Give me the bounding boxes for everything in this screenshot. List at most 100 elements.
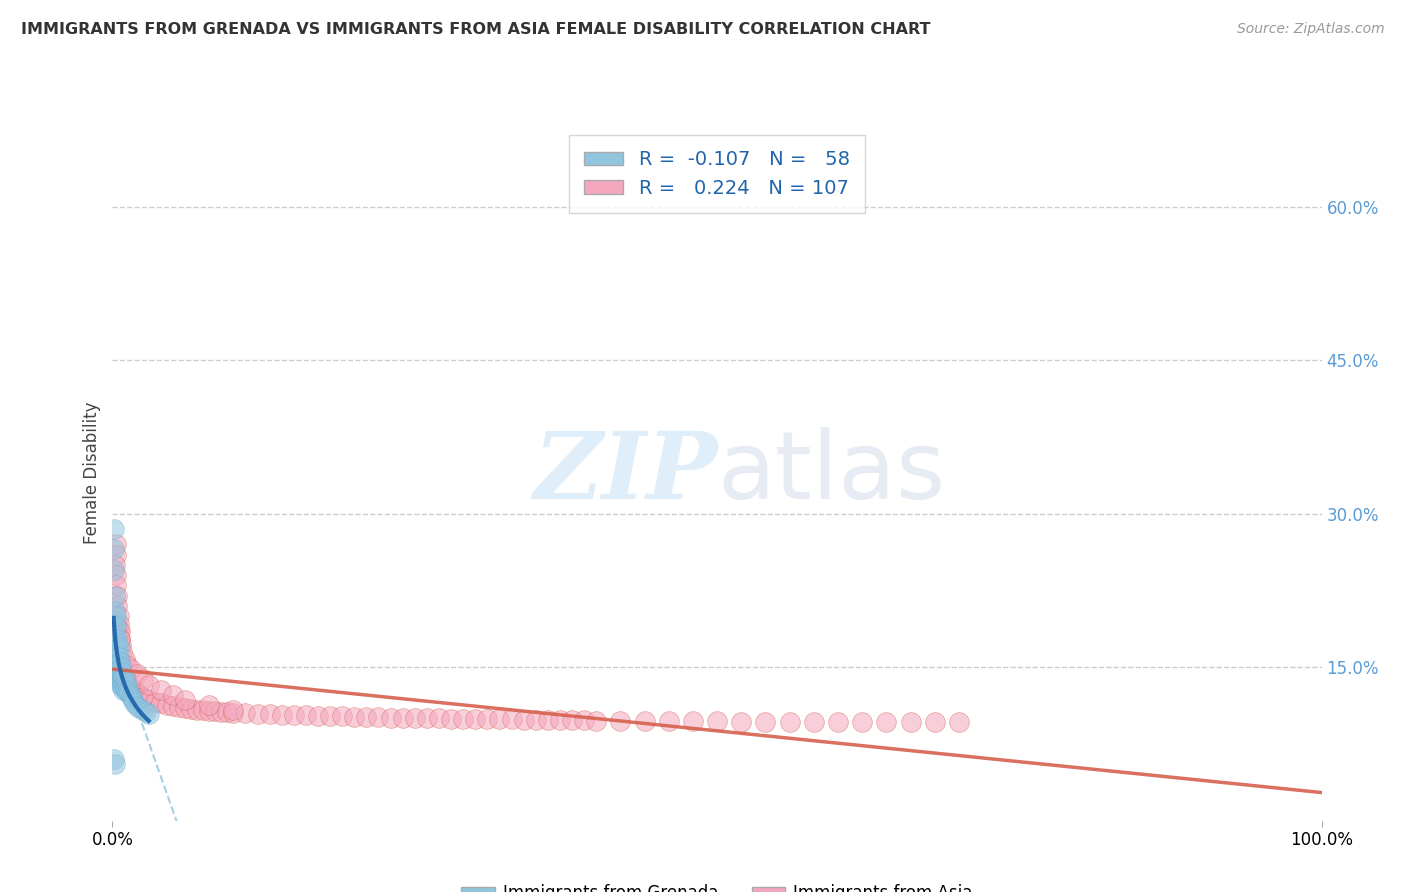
Point <box>104 558 127 572</box>
Point <box>112 668 135 682</box>
Point <box>114 673 136 687</box>
Point <box>104 589 127 603</box>
Point <box>110 660 132 674</box>
Point <box>120 662 142 676</box>
Point <box>105 599 128 613</box>
Point <box>121 681 143 696</box>
Point <box>111 665 134 680</box>
Point <box>105 645 128 659</box>
Point <box>180 702 202 716</box>
Point <box>174 701 197 715</box>
Point <box>107 609 129 624</box>
Point <box>283 708 305 723</box>
Point <box>103 522 125 536</box>
Point <box>451 712 474 726</box>
Point <box>186 703 208 717</box>
Point <box>105 658 128 673</box>
Point <box>111 673 134 687</box>
Point <box>548 714 571 728</box>
Point <box>107 658 129 673</box>
Point <box>132 690 155 704</box>
Point <box>149 682 172 697</box>
Point <box>103 752 125 766</box>
Point <box>754 715 776 730</box>
Point <box>803 715 825 730</box>
Point <box>191 703 214 717</box>
Text: atlas: atlas <box>717 426 945 519</box>
Point <box>135 692 157 706</box>
Point <box>138 677 160 691</box>
Point <box>204 704 226 718</box>
Text: IMMIGRANTS FROM GRENADA VS IMMIGRANTS FROM ASIA FEMALE DISABILITY CORRELATION CH: IMMIGRANTS FROM GRENADA VS IMMIGRANTS FR… <box>21 22 931 37</box>
Point <box>105 609 128 624</box>
Point <box>111 645 134 659</box>
Point <box>162 699 184 714</box>
Point <box>107 673 129 687</box>
Point <box>105 652 128 666</box>
Point <box>120 689 142 703</box>
Point <box>105 634 128 648</box>
Point <box>105 665 128 680</box>
Point <box>948 715 970 730</box>
Point <box>900 715 922 730</box>
Point <box>104 641 127 656</box>
Point <box>222 703 245 717</box>
Point <box>138 707 160 722</box>
Point <box>633 714 655 729</box>
Point <box>367 710 389 724</box>
Point <box>477 712 499 726</box>
Point <box>103 542 125 557</box>
Point <box>114 675 136 690</box>
Point <box>875 715 897 730</box>
Point <box>105 660 128 674</box>
Point <box>105 649 128 664</box>
Point <box>115 674 138 689</box>
Point <box>114 652 136 666</box>
Point <box>114 670 136 684</box>
Legend: Immigrants from Grenada, Immigrants from Asia: Immigrants from Grenada, Immigrants from… <box>454 878 980 892</box>
Point <box>111 665 134 680</box>
Point <box>108 674 131 689</box>
Point <box>107 649 129 664</box>
Point <box>132 673 155 687</box>
Point <box>730 715 752 730</box>
Point <box>105 578 128 592</box>
Point <box>105 632 128 646</box>
Point <box>117 682 139 697</box>
Point <box>104 634 127 648</box>
Point <box>117 676 139 690</box>
Point <box>343 710 366 724</box>
Point <box>114 673 136 687</box>
Point <box>125 699 148 714</box>
Point <box>108 632 131 646</box>
Point <box>427 711 450 725</box>
Point <box>108 662 131 676</box>
Point <box>779 715 801 730</box>
Point <box>235 706 257 721</box>
Point <box>110 638 132 652</box>
Point <box>391 711 413 725</box>
Point <box>108 668 131 682</box>
Point <box>198 698 221 712</box>
Point <box>108 657 131 671</box>
Point <box>107 617 129 632</box>
Point <box>104 634 127 648</box>
Point <box>609 714 631 729</box>
Point <box>105 648 128 662</box>
Point <box>108 655 131 669</box>
Point <box>380 711 402 725</box>
Point <box>706 714 728 729</box>
Point <box>114 682 136 697</box>
Point <box>295 708 318 723</box>
Point <box>110 679 132 693</box>
Point <box>128 688 150 702</box>
Point <box>135 705 157 719</box>
Point <box>464 712 486 726</box>
Point <box>128 701 150 715</box>
Point <box>198 704 221 718</box>
Point <box>162 688 184 702</box>
Point <box>107 640 129 654</box>
Point <box>585 714 607 729</box>
Point <box>222 706 245 721</box>
Point <box>114 681 136 695</box>
